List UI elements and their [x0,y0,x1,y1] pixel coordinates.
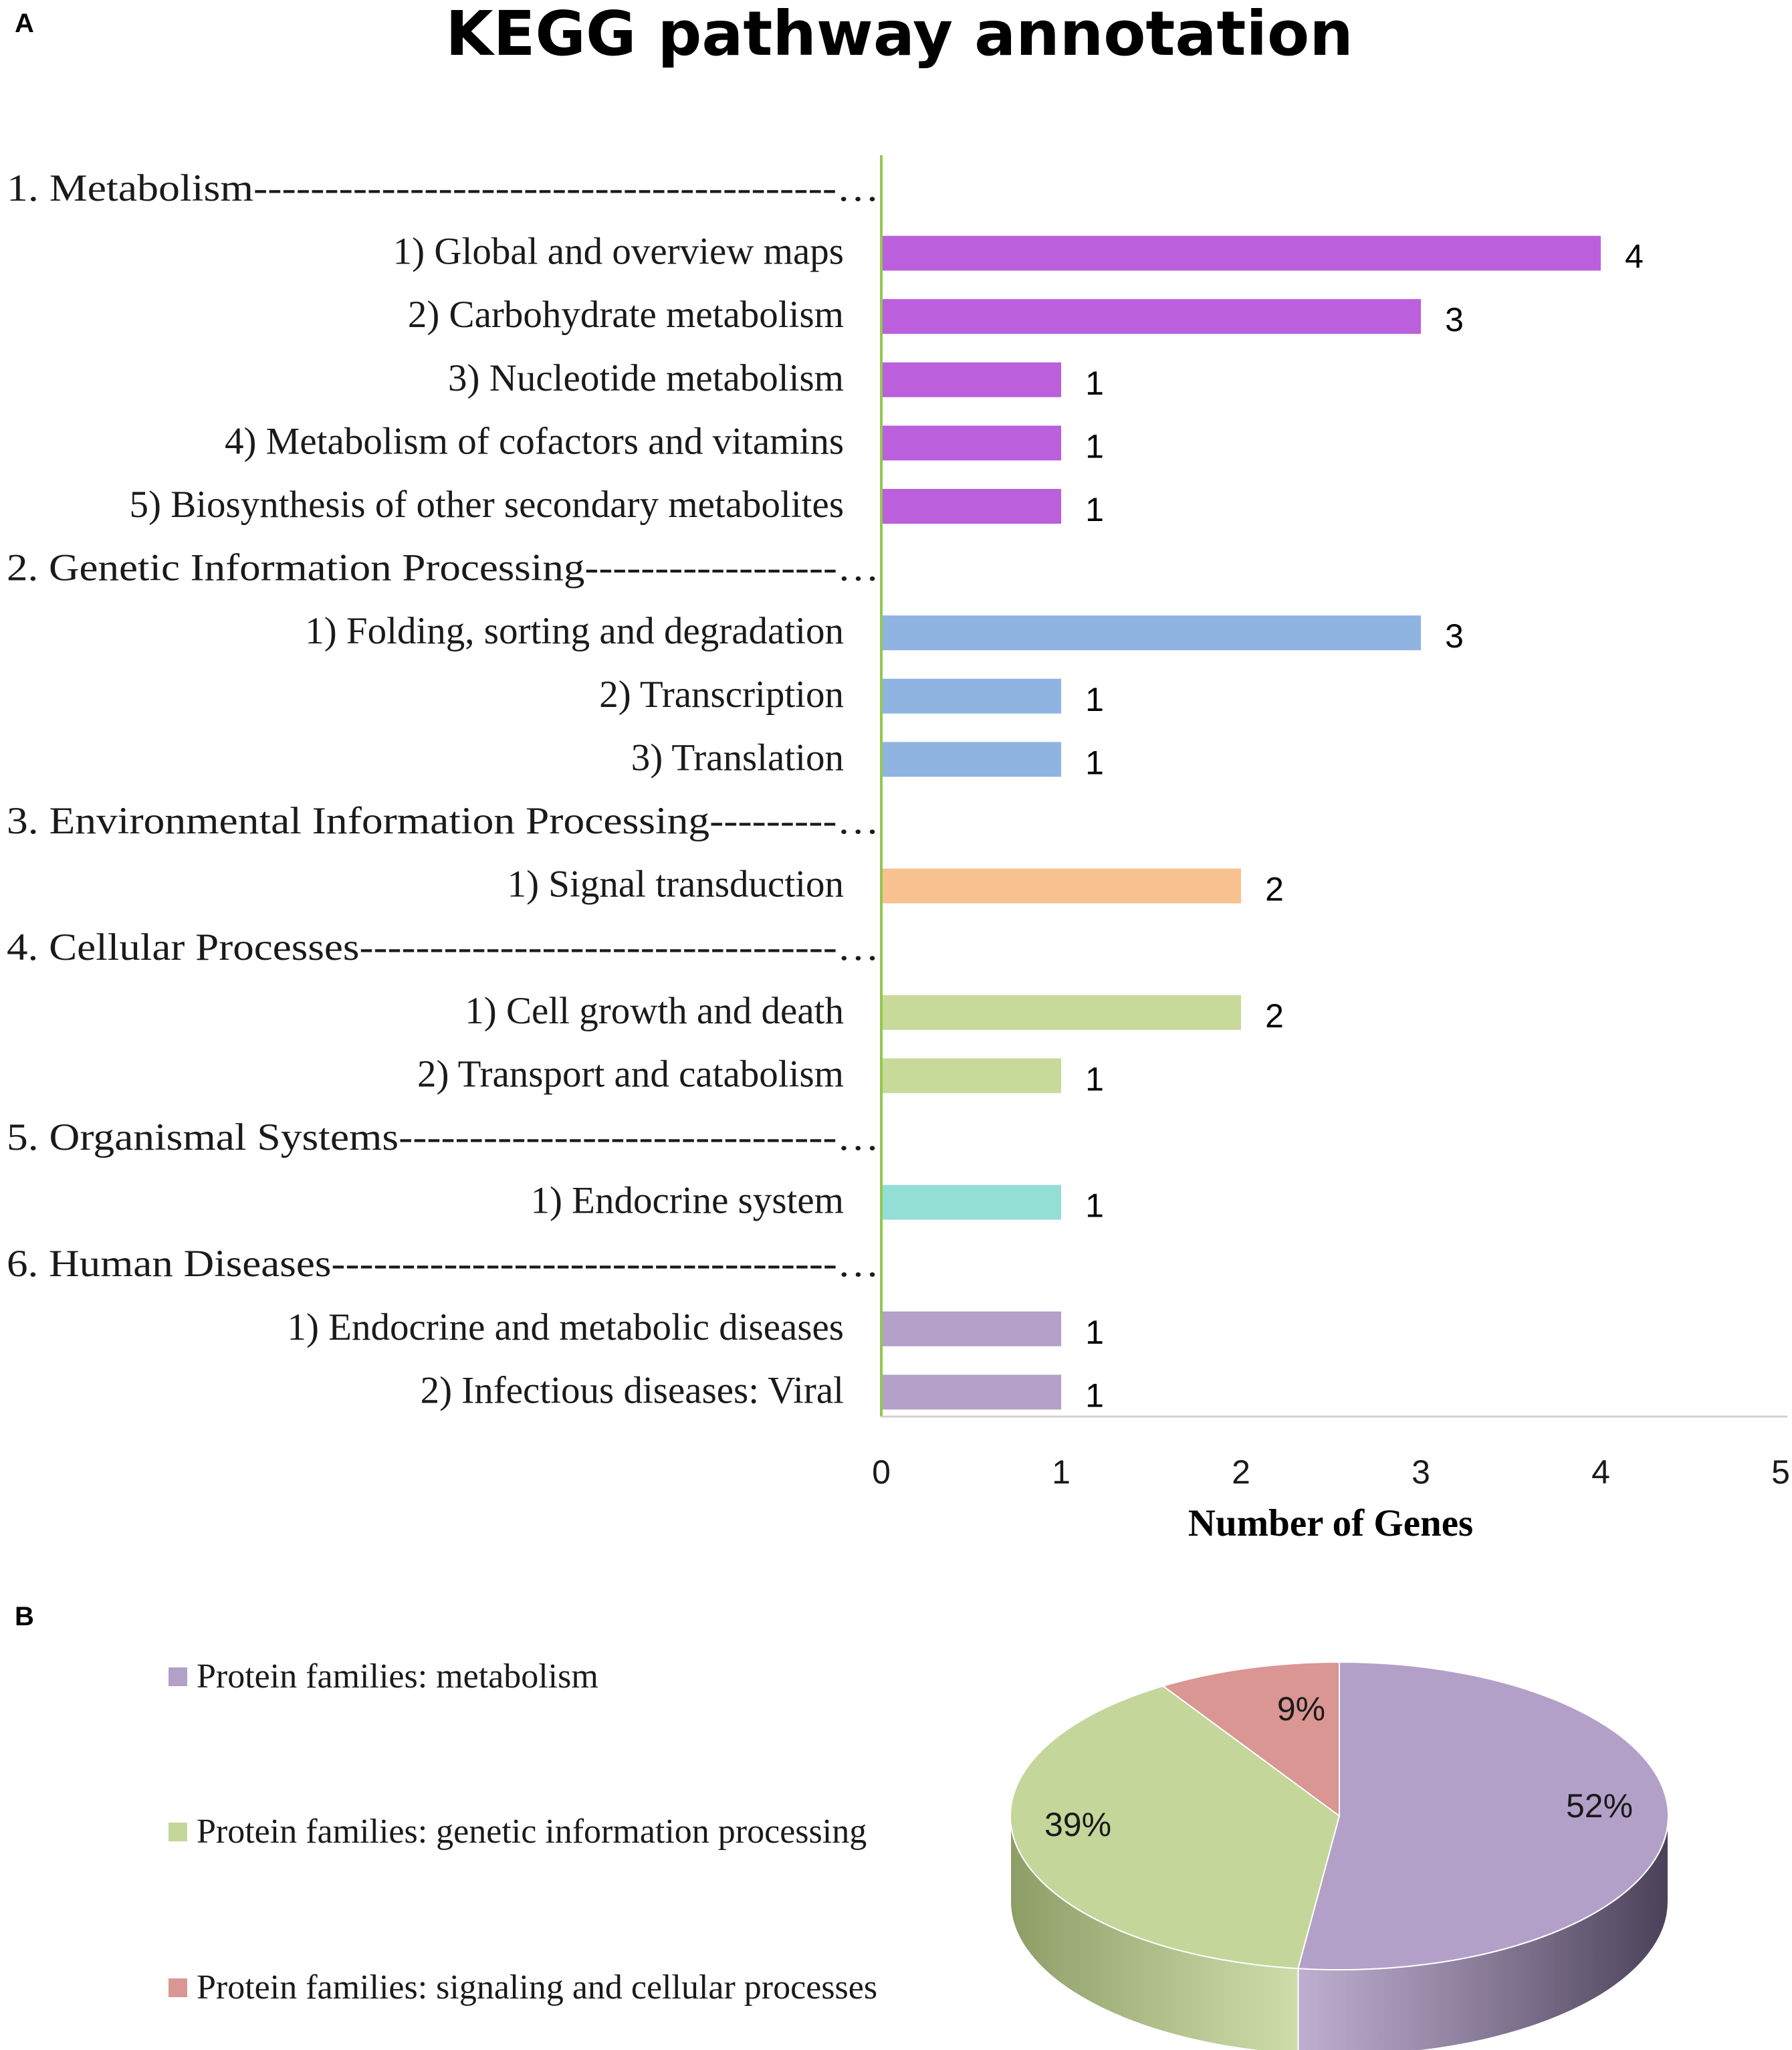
category-label: 2) Carbohydrate metabolism [408,294,844,336]
category-header: 5. Organismal Systems-------------------… [7,1116,879,1158]
category-label: 1) Global and overview maps [393,231,844,273]
category-label: 2) Transport and catabolism [417,1053,844,1095]
bar-value-label: 1 [1085,681,1104,718]
category-label: 2) Transcription [599,674,844,716]
bar-value-label: 2 [1265,997,1284,1035]
chart-title: KEGG pathway annotation [445,0,1353,70]
legend-label: Protein families: metabolism [197,1657,598,1696]
category-header: 1. Metabolism---------------------------… [7,167,879,209]
bar-value-label: 1 [1085,491,1104,528]
bar-value-label: 1 [1085,1314,1104,1351]
bar-chart: 0 1 2 3 4 5 1. Metabolism---------------------… [7,155,1790,1491]
pie-slice [1009,1685,1341,1970]
category-label: 1) Endocrine system [530,1180,844,1222]
bar [883,1374,1061,1410]
bar-value-label: 3 [1445,301,1464,338]
bar [883,995,1241,1030]
bar-value-label: 1 [1085,365,1104,402]
bar [883,678,1061,714]
category-label: 4) Metabolism of cofactors and vitamins [225,420,844,462]
category-label: 3) Translation [631,736,844,779]
slice-percent-label: 52% [1566,1787,1633,1825]
bar-value-label: 1 [1085,427,1104,465]
pie-slice [1297,1661,1669,1970]
legend-swatch [169,1667,187,1686]
pie-legend: Protein families: metabolism Protein fami… [169,1657,877,2007]
bar [883,615,1421,651]
x-axis-label: Number of Genes [1188,1502,1473,1544]
panel-label-b: B [15,1602,34,1631]
bar-value-label: 1 [1085,1376,1104,1414]
x-tick-label: 1 [1052,1453,1071,1491]
category-label: 3) Nucleotide metabolism [448,357,844,399]
pie-slice [1161,1661,1340,1817]
bar [883,362,1061,397]
x-tick-label: 3 [1412,1453,1430,1491]
bar [883,742,1061,777]
bar-value-label: 3 [1445,617,1464,655]
bar-value-label: 2 [1265,871,1284,908]
bar [883,299,1421,334]
bar [883,489,1061,524]
category-label: 1) Endocrine and metabolic diseases [287,1306,844,1348]
x-tick-label: 0 [872,1453,891,1491]
category-label: 2) Infectious diseases: Viral [421,1369,844,1411]
pie-chart: 52% 39% 9% [1009,1661,1669,2050]
bar-value-label: 1 [1085,1060,1104,1098]
category-label: 1) Cell growth and death [465,990,844,1032]
bar-value-label: 4 [1625,238,1644,276]
category-label: 1) Signal transduction [508,863,844,906]
bar [883,868,1241,904]
x-tick-label: 2 [1232,1453,1250,1491]
panel-label-a: A [15,9,34,38]
category-header: 4. Cellular Processes-------------------… [7,926,879,968]
slice-percent-label: 39% [1044,1806,1111,1843]
x-tick-label: 5 [1771,1453,1790,1491]
bar [883,425,1061,461]
category-header: 3. Environmental Information Processing-… [7,800,879,842]
category-header: 6. Human Diseases-----------------------… [7,1243,879,1285]
legend-swatch [169,1823,187,1841]
x-tick-label: 4 [1591,1453,1610,1491]
bar-value-label: 1 [1085,744,1104,781]
slice-percent-label: 9% [1277,1690,1325,1728]
bar [883,1058,1061,1094]
bar [883,1185,1061,1220]
legend-swatch [169,1978,187,1997]
bar-value-label: 1 [1085,1187,1104,1225]
category-label: 5) Biosynthesis of other secondary metab… [129,484,844,526]
category-header: 2. Genetic Information Processing-------… [7,547,879,589]
bar [883,235,1601,271]
bar [883,1311,1061,1346]
legend-label: Protein families: genetic information pr… [197,1813,867,1851]
category-label: 1) Folding, sorting and degradation [305,610,844,652]
legend-label: Protein families: signaling and cellular… [197,1968,877,2007]
